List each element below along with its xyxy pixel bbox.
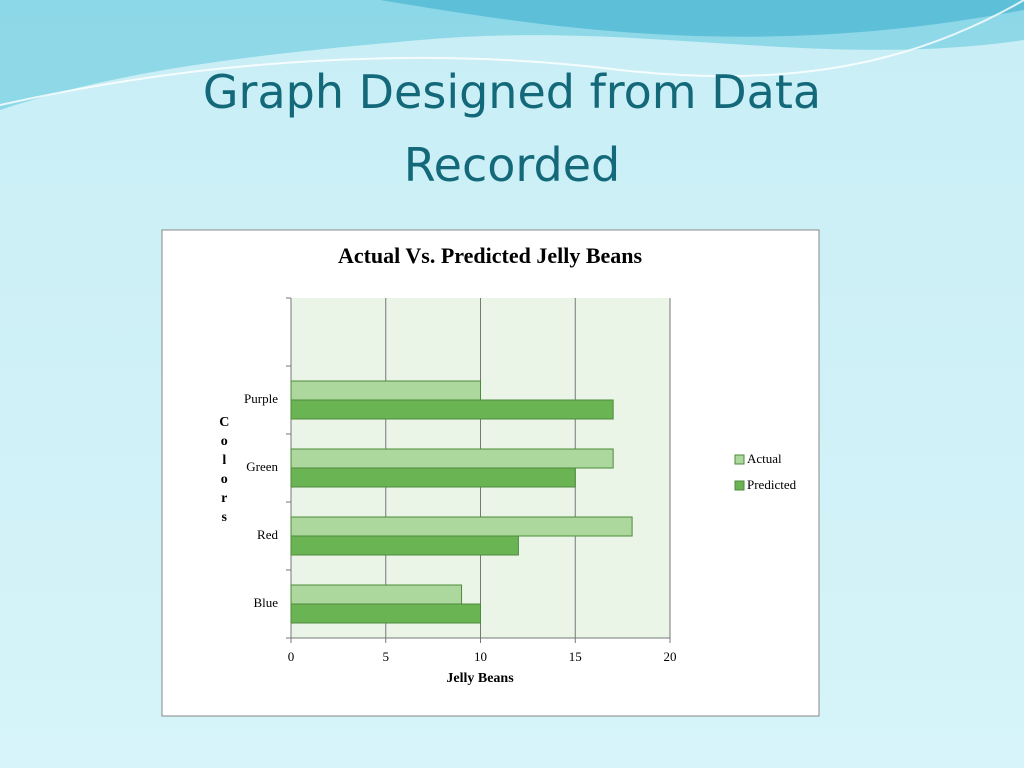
bar bbox=[290, 448, 614, 469]
bar bbox=[290, 603, 481, 624]
bar bbox=[290, 584, 463, 605]
x-tick-label: 0 bbox=[288, 649, 295, 664]
x-tick-label: 5 bbox=[383, 649, 390, 664]
x-tick-label: 20 bbox=[664, 649, 677, 664]
legend-label: Predicted bbox=[747, 477, 797, 492]
bar bbox=[290, 380, 481, 401]
legend-label: Actual bbox=[747, 451, 782, 466]
y-tick-label: Purple bbox=[244, 391, 278, 406]
x-tick-label: 10 bbox=[474, 649, 487, 664]
y-tick-label: Red bbox=[257, 527, 278, 542]
bar bbox=[290, 467, 576, 488]
y-tick-label: Green bbox=[246, 459, 278, 474]
wave-line bbox=[0, 0, 1024, 106]
wave bbox=[380, 0, 1024, 37]
bar bbox=[290, 516, 633, 537]
slide-title: Graph Designed from Data Recorded bbox=[203, 65, 821, 192]
bar bbox=[290, 399, 614, 420]
y-tick-label: Blue bbox=[253, 595, 278, 610]
legend-swatch bbox=[734, 480, 745, 491]
legend-swatch bbox=[734, 454, 745, 465]
y-axis-label: Colors bbox=[217, 415, 232, 529]
bar bbox=[290, 535, 519, 556]
x-axis-label: Jelly Beans bbox=[446, 671, 514, 686]
x-tick-label: 15 bbox=[569, 649, 582, 664]
chart-title: Actual Vs. Predicted Jelly Beans bbox=[338, 243, 643, 268]
